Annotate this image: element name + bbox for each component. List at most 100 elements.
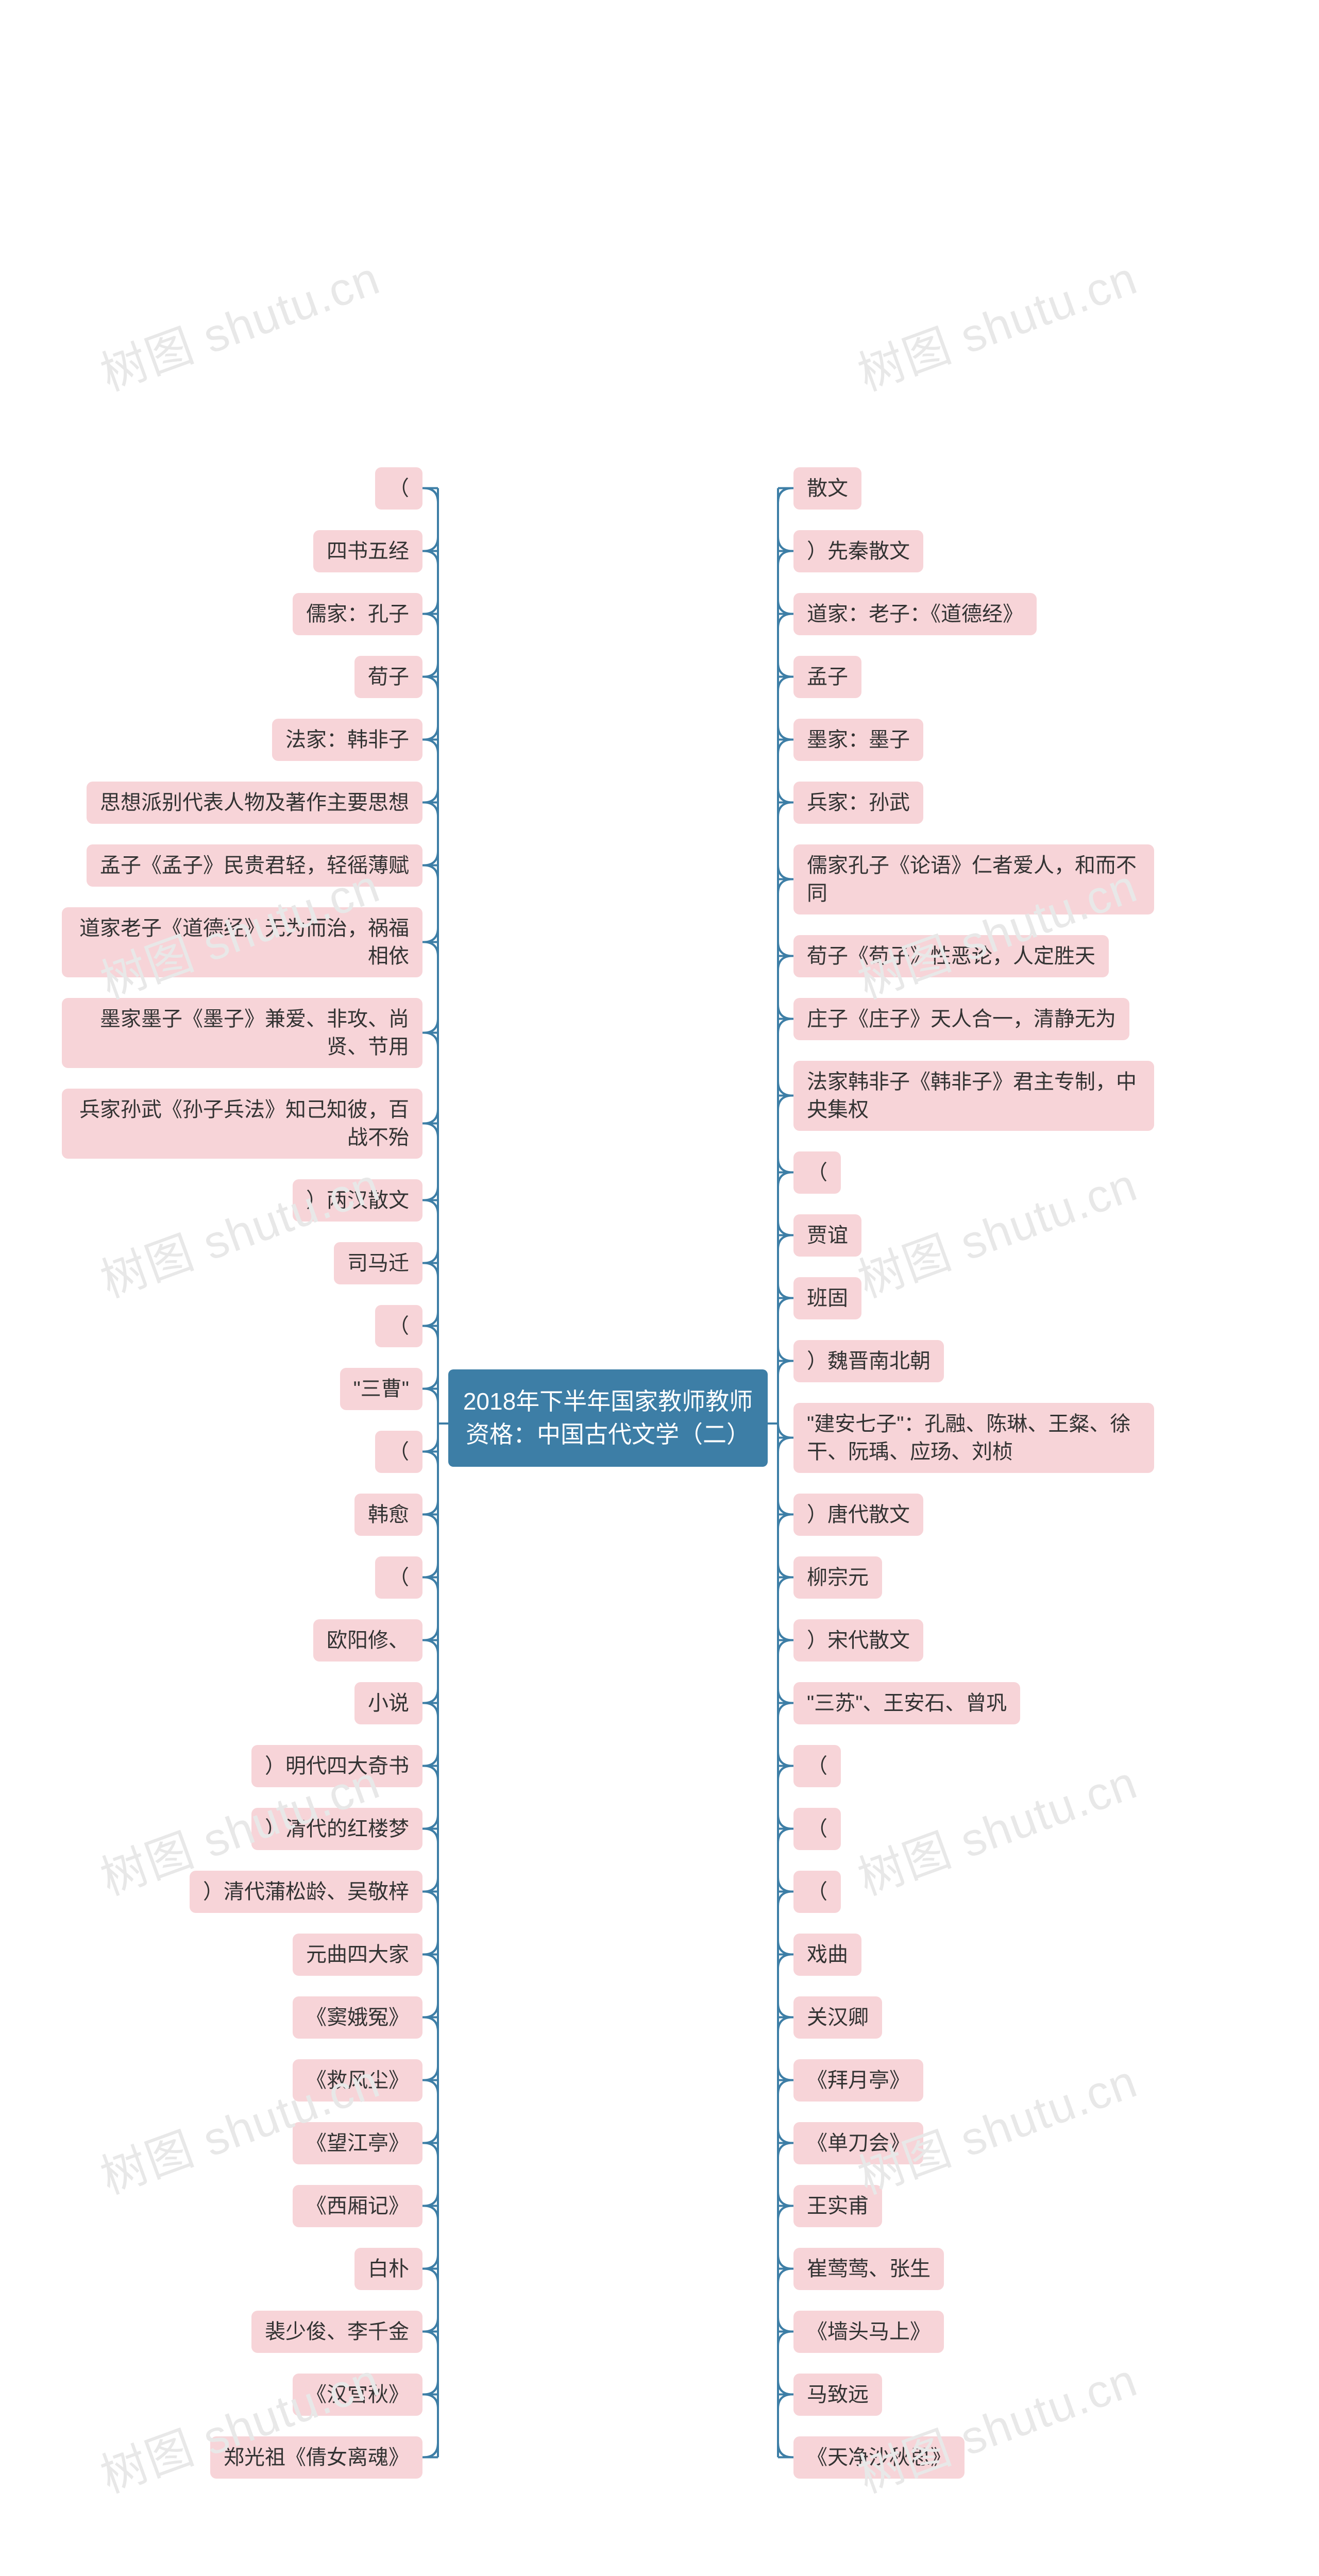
right-node: 戏曲 bbox=[793, 1934, 861, 1976]
right-node: 《天净沙秋思》 bbox=[793, 2436, 965, 2479]
right-node: "建安七子"：孔融、陈琳、王粲、徐干、阮瑀、应玚、刘桢 bbox=[793, 1403, 1154, 1473]
left-node: 小说 bbox=[354, 1682, 422, 1724]
left-node-label: 儒家：孔子 bbox=[306, 603, 409, 625]
left-node-label: （ bbox=[388, 1440, 409, 1463]
right-node-label: 孟子 bbox=[807, 666, 848, 688]
right-node-label: 散文 bbox=[807, 477, 848, 500]
center-title: 2018年下半年国家教师教师资格：中国古代文学（二） bbox=[463, 1388, 753, 1448]
right-node: 《单刀会》 bbox=[793, 2122, 923, 2164]
left-node-label: ）两汉散文 bbox=[306, 1189, 409, 1212]
left-node: 墨家墨子《墨子》兼爱、非攻、尚贤、节用 bbox=[62, 998, 422, 1068]
left-node-label: 墨家墨子《墨子》兼爱、非攻、尚贤、节用 bbox=[100, 1008, 409, 1058]
right-node: （ bbox=[793, 1808, 841, 1850]
left-node-label: 司马迁 bbox=[347, 1252, 409, 1275]
right-node: 柳宗元 bbox=[793, 1556, 882, 1599]
left-node-label: 《救风尘》 bbox=[306, 2069, 409, 2092]
right-node-label: 法家韩非子《韩非子》君主专制，中央集权 bbox=[807, 1071, 1137, 1121]
left-node: 道家老子《道德经》无为而治，祸福相依 bbox=[62, 907, 422, 977]
right-node: （ bbox=[793, 1871, 841, 1913]
left-node: 兵家孙武《孙子兵法》知己知彼，百战不殆 bbox=[62, 1089, 422, 1159]
right-node-label: ）先秦散文 bbox=[807, 540, 910, 563]
left-node-label: （ bbox=[388, 1566, 409, 1589]
right-node: 庄子《庄子》天人合一，清静无为 bbox=[793, 998, 1129, 1040]
left-node: 郑光祖《倩女离魂》 bbox=[210, 2436, 422, 2479]
left-node-label: 《西厢记》 bbox=[306, 2195, 409, 2217]
right-node: 墨家：墨子 bbox=[793, 719, 923, 761]
left-node-label: 小说 bbox=[368, 1692, 409, 1715]
left-node-label: 法家：韩非子 bbox=[285, 728, 409, 751]
right-node: 荀子《荀子》性恶论，人定胜天 bbox=[793, 935, 1109, 977]
left-node-label: 思想派别代表人物及著作主要思想 bbox=[100, 791, 409, 814]
left-node: 元曲四大家 bbox=[293, 1934, 422, 1976]
right-node-label: 马致远 bbox=[807, 2383, 869, 2406]
right-node-label: 兵家：孙武 bbox=[807, 791, 910, 814]
right-node-label: 荀子《荀子》性恶论，人定胜天 bbox=[807, 945, 1095, 968]
left-node: 司马迁 bbox=[334, 1242, 422, 1284]
right-node: ）魏晋南北朝 bbox=[793, 1340, 944, 1382]
right-node-label: 戏曲 bbox=[807, 1943, 848, 1966]
watermark: 树图 shutu.cn bbox=[848, 2343, 1145, 2505]
right-node: 孟子 bbox=[793, 656, 861, 698]
left-node-label: 荀子 bbox=[368, 666, 409, 688]
left-node: 法家：韩非子 bbox=[272, 719, 422, 761]
left-node: 韩愈 bbox=[354, 1494, 422, 1536]
right-node: 兵家：孙武 bbox=[793, 782, 923, 824]
right-node: 道家：老子：《道德经》 bbox=[793, 593, 1037, 635]
right-node-label: 关汉卿 bbox=[807, 2006, 869, 2029]
left-node-label: 白朴 bbox=[368, 2258, 409, 2280]
right-node-label: （ bbox=[807, 1161, 827, 1184]
right-node-label: 班固 bbox=[807, 1287, 848, 1310]
left-node: 荀子 bbox=[354, 656, 422, 698]
watermark: 树图 shutu.cn bbox=[90, 2343, 387, 2505]
watermark: 树图 shutu.cn bbox=[848, 1745, 1145, 1908]
left-node: ）明代四大奇书 bbox=[251, 1745, 422, 1787]
right-node-label: 崔莺莺、张生 bbox=[807, 2258, 931, 2280]
left-node-label: 《窦娥冤》 bbox=[306, 2006, 409, 2029]
right-node-label: 柳宗元 bbox=[807, 1566, 869, 1589]
watermark: 树图 shutu.cn bbox=[848, 241, 1145, 403]
left-node-label: 元曲四大家 bbox=[306, 1943, 409, 1966]
right-node: 《拜月亭》 bbox=[793, 2059, 923, 2102]
watermark: 树图 shutu.cn bbox=[848, 1147, 1145, 1310]
right-node-label: 墨家：墨子 bbox=[807, 728, 910, 751]
left-node: 《汉宫秋》 bbox=[293, 2374, 422, 2416]
left-node: 白朴 bbox=[354, 2248, 422, 2290]
left-node: ）清代蒲松龄、吴敬梓 bbox=[190, 1871, 422, 1913]
right-node: 班固 bbox=[793, 1277, 861, 1319]
right-node: 《墙头马上》 bbox=[793, 2311, 944, 2353]
left-node-label: 欧阳修、 bbox=[327, 1629, 409, 1652]
left-node-label: 《汉宫秋》 bbox=[306, 2383, 409, 2406]
right-node: ）唐代散文 bbox=[793, 1494, 923, 1536]
left-node: 欧阳修、 bbox=[313, 1619, 422, 1662]
left-node: 《救风尘》 bbox=[293, 2059, 422, 2102]
right-node: 王实甫 bbox=[793, 2185, 882, 2227]
left-node-label: 裴少俊、李千金 bbox=[265, 2320, 409, 2343]
left-node: 裴少俊、李千金 bbox=[251, 2311, 422, 2353]
right-node: ）先秦散文 bbox=[793, 530, 923, 572]
right-node-label: "三苏"、王安石、曾巩 bbox=[807, 1692, 1007, 1715]
left-node-label: （ bbox=[388, 477, 409, 500]
right-node-label: 道家：老子：《道德经》 bbox=[807, 603, 1023, 625]
right-node-label: （ bbox=[807, 1880, 827, 1903]
right-node: 关汉卿 bbox=[793, 1996, 882, 2039]
right-node-label: 《天净沙秋思》 bbox=[807, 2446, 951, 2469]
left-node: 思想派别代表人物及著作主要思想 bbox=[87, 782, 422, 824]
left-node: 儒家：孔子 bbox=[293, 593, 422, 635]
left-node-label: 四书五经 bbox=[327, 540, 409, 563]
right-node: "三苏"、王安石、曾巩 bbox=[793, 1682, 1020, 1724]
right-node-label: ）宋代散文 bbox=[807, 1629, 910, 1652]
right-node: （ bbox=[793, 1745, 841, 1787]
left-node-label: 兵家孙武《孙子兵法》知己知彼，百战不殆 bbox=[79, 1098, 409, 1149]
center-node: 2018年下半年国家教师教师资格：中国古代文学（二） bbox=[448, 1369, 768, 1467]
right-node: ）宋代散文 bbox=[793, 1619, 923, 1662]
left-node-label: 《望江亭》 bbox=[306, 2132, 409, 2155]
left-node: ）清代的红楼梦 bbox=[251, 1808, 422, 1850]
left-node-label: （ bbox=[388, 1315, 409, 1337]
right-node-label: "建安七子"：孔融、陈琳、王粲、徐干、阮瑀、应玚、刘桢 bbox=[807, 1413, 1130, 1463]
right-node-label: 王实甫 bbox=[807, 2195, 869, 2217]
watermark: 树图 shutu.cn bbox=[90, 1147, 387, 1310]
right-node-label: 儒家孔子《论语》仁者爱人，和而不同 bbox=[807, 854, 1137, 905]
right-node: （ bbox=[793, 1151, 841, 1194]
left-node-label: ）清代蒲松龄、吴敬梓 bbox=[203, 1880, 409, 1903]
left-node: 《西厢记》 bbox=[293, 2185, 422, 2227]
